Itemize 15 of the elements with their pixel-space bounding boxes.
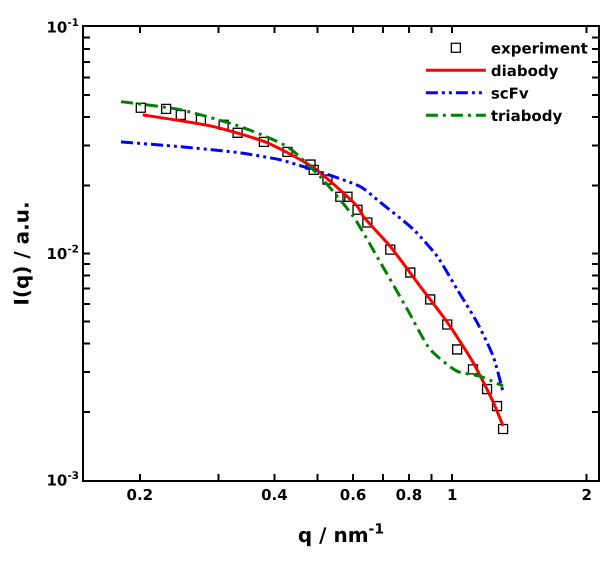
legend-label: experiment <box>490 40 588 58</box>
y-axis-title: I(q) / a.u. <box>9 201 34 306</box>
y-tick-label: 10$^{-2}$ <box>46 243 79 263</box>
y-tick-label: 10$^{-1}$ <box>46 16 79 36</box>
legend-label: scFv <box>490 84 529 103</box>
x-tick-label: 0.4 <box>261 486 288 504</box>
x-axis-title: q / nm$^{-1}$ <box>298 522 384 547</box>
x-tick-label: 1 <box>446 486 458 504</box>
legend-label: triabody <box>490 107 562 126</box>
x-tick-label: 0.8 <box>396 486 422 504</box>
x-tick-label: 2 <box>581 486 592 504</box>
x-tick-label: 0.2 <box>126 486 154 504</box>
x-tick-label: 0.6 <box>340 486 366 504</box>
legend-label: diabody <box>490 62 559 80</box>
y-tick-label: 10$^{-3}$ <box>46 470 79 490</box>
